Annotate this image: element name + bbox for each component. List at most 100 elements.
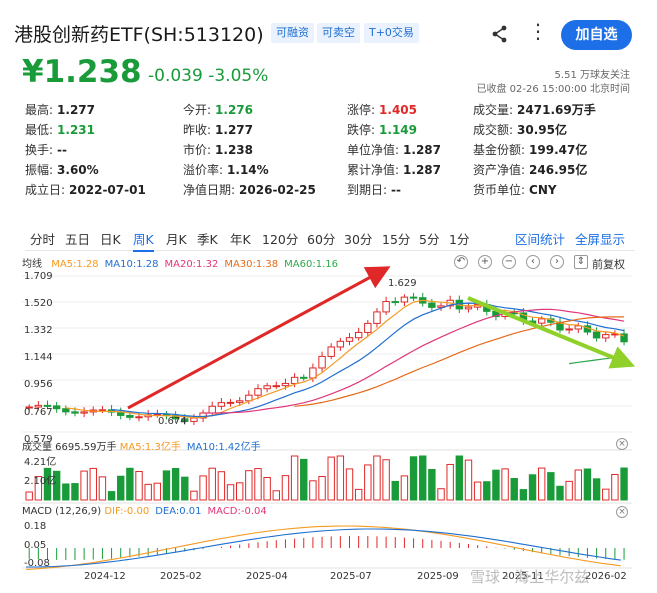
volume-bar: [217, 471, 226, 501]
tab-12[interactable]: 1分: [449, 232, 470, 247]
period-tabs: 分时 五日 日K 周K 月K 季K 年K 120分 60分 30分 15分 5分 1分 区间统计 全屏显示: [25, 227, 635, 252]
settings-icon[interactable]: ⇕: [574, 255, 588, 269]
ma-label: 均线: [22, 259, 42, 270]
tab-9[interactable]: 30分: [344, 232, 373, 247]
macd-label: MACD (12,26,9): [22, 506, 102, 517]
volume-bar: [373, 455, 381, 501]
candle-body: [25, 406, 33, 409]
time-tick: 2025-04: [246, 571, 288, 582]
volume-bar: [327, 456, 335, 501]
volume-bar: [354, 488, 363, 501]
time-tick: 2024-12: [84, 571, 126, 582]
volume-bar: [117, 475, 125, 501]
price-row: ¥1.238 -0.039 -3.05% 5.51 万球友关注 已收盘 02-2…: [22, 54, 642, 95]
volume-bar: [25, 491, 33, 501]
dea-line: [26, 528, 621, 568]
tab-7[interactable]: 120分: [262, 232, 299, 247]
tab-3[interactable]: 周K: [133, 229, 154, 252]
stat-key: 资产净值:: [473, 163, 526, 177]
tab-10[interactable]: 15分: [382, 232, 411, 247]
stat-value: 1.276: [215, 103, 254, 117]
chart-toolbar: ↶ + − ‹ › ⇕: [454, 255, 629, 271]
stat-key: 市价:: [183, 143, 212, 157]
range-stats-button[interactable]: 区间统计: [515, 232, 566, 247]
stat-value: 2022-07-01: [69, 183, 146, 197]
stat-value: 2471.69万手: [517, 103, 596, 117]
tab-2[interactable]: 日K: [100, 232, 121, 247]
followers-count: 5.51 万球友关注: [554, 70, 630, 81]
stat-value: 1.277: [215, 123, 254, 137]
maList-item: MA60:1.16: [284, 259, 338, 270]
close-macd-icon[interactable]: ×: [616, 506, 628, 518]
candle-body: [300, 376, 308, 379]
stat-item: 最低: 1.231: [25, 122, 95, 138]
stat-item: 资产净值: 246.95亿: [473, 162, 587, 178]
volume-bar: [382, 459, 390, 501]
stat-item: 振幅: 3.60%: [25, 162, 99, 178]
volume-bar: [473, 481, 482, 501]
candle-body: [126, 414, 134, 418]
volume-bar: [455, 455, 464, 501]
candle-body: [382, 301, 390, 313]
ma10-line: [111, 302, 625, 418]
volume-bar: [34, 476, 43, 501]
add-watchlist-button[interactable]: 加自选: [561, 20, 632, 50]
volume-bar: [428, 468, 436, 501]
candle-body: [574, 325, 582, 330]
undo-icon[interactable]: ↶: [454, 255, 468, 269]
candle-body: [373, 311, 381, 324]
tab-5[interactable]: 季K: [197, 232, 218, 247]
stat-value: 3.60%: [57, 163, 99, 177]
tab-11[interactable]: 5分: [419, 232, 440, 247]
stat-item: 基金份额: 199.47亿: [473, 142, 587, 158]
candle-body: [181, 418, 189, 422]
stat-key: 成交额:: [473, 123, 514, 137]
candle-body: [62, 408, 70, 413]
candle-body: [318, 355, 326, 369]
watermark: 雪球 · 海上华尔兹: [470, 568, 590, 586]
price-change: -0.039 -3.05%: [148, 66, 268, 86]
volume-bar: [501, 468, 509, 501]
high-price-label: 1.629: [388, 278, 417, 289]
market-status: 已收盘 02-26 15:00:00 北京时间: [476, 84, 630, 95]
stat-item: 货币单位: CNY: [473, 182, 557, 198]
price-tick: 1.332: [24, 325, 53, 337]
zoom-out-icon[interactable]: −: [502, 255, 516, 269]
scroll-left-icon[interactable]: ‹: [526, 255, 540, 269]
candle-body: [235, 400, 244, 403]
volume-bar: [574, 469, 582, 501]
close-volume-icon[interactable]: ×: [616, 438, 628, 450]
stat-value: CNY: [529, 183, 557, 197]
adjust-mode[interactable]: 前复权: [592, 258, 625, 271]
scroll-right-icon[interactable]: ›: [550, 255, 564, 269]
tab-1[interactable]: 五日: [65, 232, 91, 247]
stat-item: 成立日: 2022-07-01: [25, 182, 146, 198]
candle-body: [354, 331, 363, 339]
tab-0[interactable]: 分时: [30, 232, 56, 247]
tab-4[interactable]: 月K: [166, 232, 187, 247]
stat-key: 净值日期:: [183, 183, 236, 197]
more-icon[interactable]: ⋮: [528, 19, 548, 43]
fullscreen-button[interactable]: 全屏显示: [575, 232, 626, 247]
fund-name: 港股创新药ETF(SH:513120): [14, 24, 264, 46]
uptrend-arrow: [127, 266, 391, 410]
tag-margin[interactable]: 可融资: [271, 23, 314, 43]
candle-body: [537, 318, 546, 324]
stat-key: 昨收:: [183, 123, 212, 137]
volume-bar: [71, 483, 79, 501]
macd-tick-low: -0.08: [24, 558, 50, 569]
tab-6[interactable]: 年K: [230, 232, 251, 247]
stat-item: 累计净值: 1.287: [347, 162, 441, 178]
share-icon[interactable]: [490, 24, 510, 44]
zoom-in-icon[interactable]: +: [478, 255, 492, 269]
candle-body: [217, 402, 226, 407]
macdVals-item: MACD:-0.04: [207, 506, 267, 517]
volume-bar: [400, 475, 409, 501]
tab-8[interactable]: 60分: [307, 232, 336, 247]
candle-body: [281, 382, 290, 387]
volume-bar: [592, 478, 601, 501]
tag-t0[interactable]: T+0交易: [364, 23, 419, 43]
tag-short[interactable]: 可卖空: [317, 23, 360, 43]
stat-item: 换手: --: [25, 142, 67, 158]
